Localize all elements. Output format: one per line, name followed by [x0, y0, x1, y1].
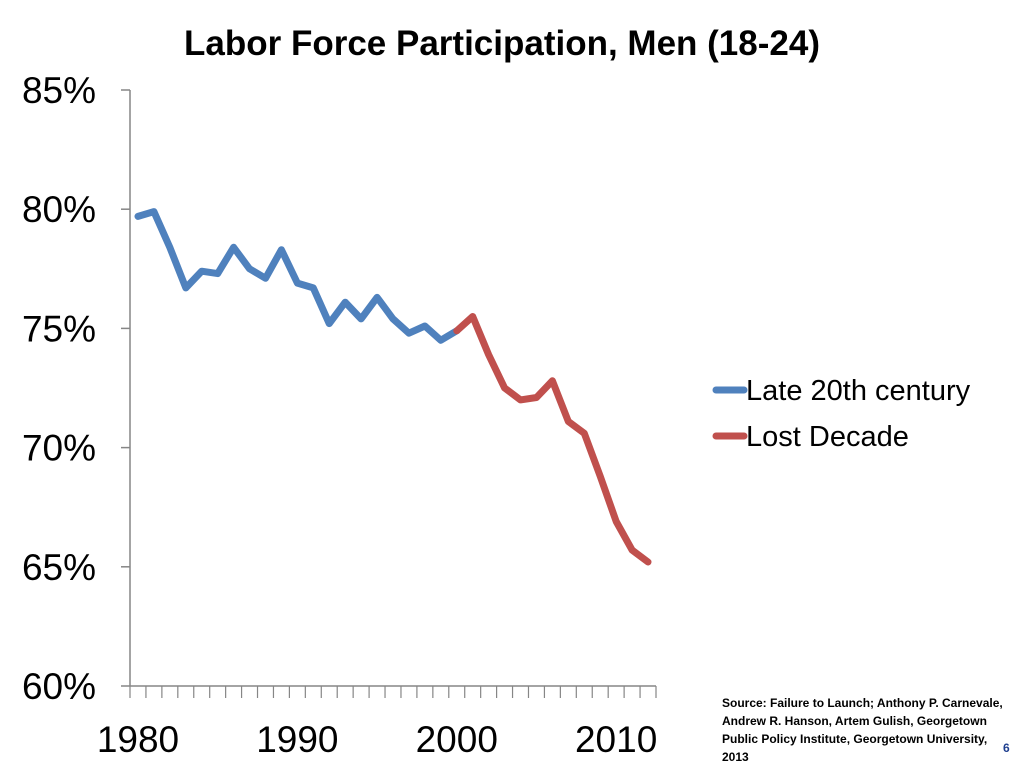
x-tick-label: 1980: [97, 719, 179, 760]
y-tick-label: 80%: [22, 189, 96, 230]
y-tick-label: 70%: [22, 428, 96, 469]
chart-axes: [121, 89, 657, 698]
chart-legend: Late 20th century Lost Decade: [712, 375, 971, 453]
y-tick-label: 65%: [22, 547, 96, 588]
x-tick-label: 1990: [256, 719, 338, 760]
x-tick-label: 2000: [416, 719, 498, 760]
y-tick-label: 60%: [22, 666, 96, 707]
chart-title: Labor Force Participation, Men (18-24): [184, 24, 820, 63]
series-line-1: [453, 313, 652, 566]
y-tick-label: 85%: [22, 70, 96, 111]
chart-tick-labels: 60% 65% 70% 75% 80% 85% 1980 1990 2000 2010: [22, 70, 657, 760]
x-tick-label: 2010: [575, 719, 657, 760]
page-number: 6: [1003, 741, 1010, 755]
source-note: Source: Failure to Launch; Anthony P. Ca…: [722, 696, 1003, 764]
series-line-0: [134, 208, 461, 344]
legend-label: Lost Decade: [746, 421, 909, 453]
y-tick-label: 75%: [22, 308, 96, 349]
chart-series: [134, 208, 652, 566]
legend-label: Late 20th century: [746, 375, 971, 407]
